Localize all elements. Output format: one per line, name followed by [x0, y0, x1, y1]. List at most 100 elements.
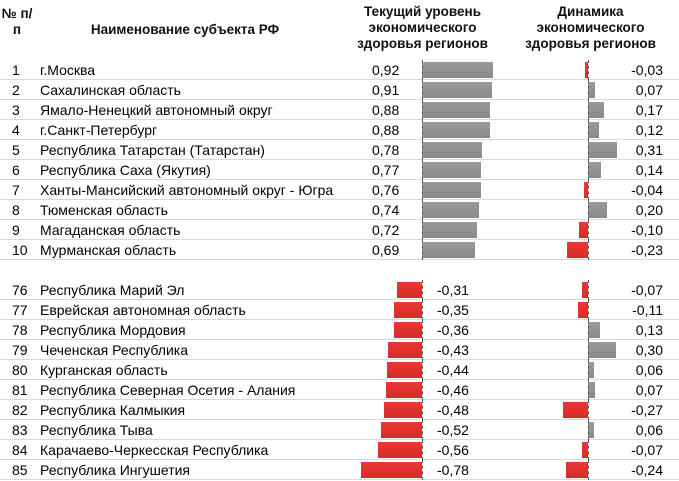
zero-line	[588, 360, 590, 380]
current-value: -0,46	[437, 382, 469, 398]
dynamics-value: -0,10	[631, 222, 663, 238]
rank: 7	[12, 182, 20, 198]
row	[0, 320, 679, 340]
zero-line	[421, 60, 423, 80]
rank: 10	[12, 242, 28, 258]
dynamics-value: 0,20	[635, 202, 663, 218]
region-name: Республика Калмыкия	[40, 402, 186, 418]
dynamics-value: 0,12	[635, 122, 663, 138]
rank: 78	[12, 322, 28, 338]
dynamics-value: 0,13	[635, 322, 663, 338]
zero-line	[588, 320, 590, 340]
current-bar	[421, 142, 483, 158]
zero-line	[588, 380, 590, 400]
dynamics-bar	[588, 362, 594, 378]
zero-line	[588, 340, 590, 360]
current-bar	[421, 202, 480, 218]
current-value: 0,72	[372, 222, 400, 238]
region-name: г.Москва	[40, 62, 96, 78]
dynamics-bar	[588, 202, 607, 218]
header-dynamics: Динамика экономического здоровья регионо…	[525, 4, 656, 51]
row	[0, 220, 679, 240]
row	[0, 100, 679, 120]
zero-line	[421, 420, 423, 440]
zero-line	[588, 120, 590, 140]
rank: 85	[12, 462, 28, 478]
dynamics-bar	[578, 222, 589, 238]
header-current: Текущий уровень экономического здоровья …	[357, 4, 488, 51]
current-bar	[421, 102, 490, 118]
current-bar	[421, 122, 490, 138]
region-name: Чеченская Республика	[40, 342, 188, 358]
dynamics-bar	[588, 122, 600, 138]
dynamics-value: -0,07	[631, 282, 663, 298]
zero-line	[421, 280, 423, 300]
zero-line	[588, 240, 590, 260]
zero-line	[421, 380, 423, 400]
current-bar	[421, 82, 493, 98]
region-name: г.Санкт-Петербург	[40, 122, 158, 138]
dynamics-bar	[588, 82, 595, 98]
dynamics-bar	[588, 382, 595, 398]
dynamics-value: -0,23	[631, 242, 663, 258]
region-name: Курганская область	[40, 362, 168, 378]
zero-line	[421, 360, 423, 380]
zero-line	[421, 180, 423, 200]
current-value: 0,76	[372, 182, 400, 198]
row	[0, 380, 679, 400]
current-value: -0,52	[437, 422, 469, 438]
region-name: Ямало-Ненецкий автономный округ	[40, 102, 273, 118]
current-value: -0,48	[437, 402, 469, 418]
zero-line	[588, 180, 590, 200]
dynamics-bar	[566, 242, 589, 258]
row	[0, 80, 679, 100]
dynamics-value: -0,07	[631, 442, 663, 458]
dynamics-bar	[585, 62, 589, 78]
current-bar	[421, 222, 478, 238]
rank: 9	[12, 222, 20, 238]
dynamics-bar	[565, 462, 589, 478]
region-name: Республика Мордовия	[40, 322, 186, 338]
dynamics-bar	[588, 322, 601, 338]
rank: 8	[12, 202, 20, 218]
dynamics-value: 0,30	[635, 342, 663, 358]
row	[0, 400, 679, 420]
rank: 81	[12, 382, 28, 398]
zero-line	[421, 320, 423, 340]
zero-line	[588, 200, 590, 220]
region-name: Республика Тыва	[40, 422, 153, 438]
current-value: -0,78	[437, 462, 469, 478]
zero-line	[421, 120, 423, 140]
rank: 82	[12, 402, 28, 418]
current-value: 0,88	[372, 122, 400, 138]
row	[0, 440, 679, 460]
dynamics-value: 0,07	[635, 382, 663, 398]
header-rank: № п/п	[1, 6, 33, 37]
current-value: -0,44	[437, 362, 469, 378]
current-value: -0,35	[437, 302, 469, 318]
dynamics-value: 0,06	[635, 422, 663, 438]
row	[0, 60, 679, 80]
current-bar	[388, 342, 422, 358]
current-value: 0,78	[372, 142, 400, 158]
rank: 79	[12, 342, 28, 358]
zero-line	[588, 160, 590, 180]
current-value: -0,31	[437, 282, 469, 298]
current-bar	[387, 362, 422, 378]
rank: 3	[12, 102, 20, 118]
rank: 80	[12, 362, 28, 378]
region-name: Карачаево-Черкесская Республика	[40, 442, 269, 458]
dynamics-bar	[577, 302, 589, 318]
dynamics-bar	[588, 342, 617, 358]
header-name: Наименование субъекта РФ	[90, 22, 280, 37]
zero-line	[421, 440, 423, 460]
dynamics-value: 0,17	[635, 102, 663, 118]
rank: 6	[12, 162, 20, 178]
row	[0, 120, 679, 140]
dynamics-value: -0,27	[631, 402, 663, 418]
zero-line	[421, 200, 423, 220]
dynamics-bar	[588, 422, 594, 438]
zero-line	[421, 340, 423, 360]
current-value: 0,74	[372, 202, 400, 218]
